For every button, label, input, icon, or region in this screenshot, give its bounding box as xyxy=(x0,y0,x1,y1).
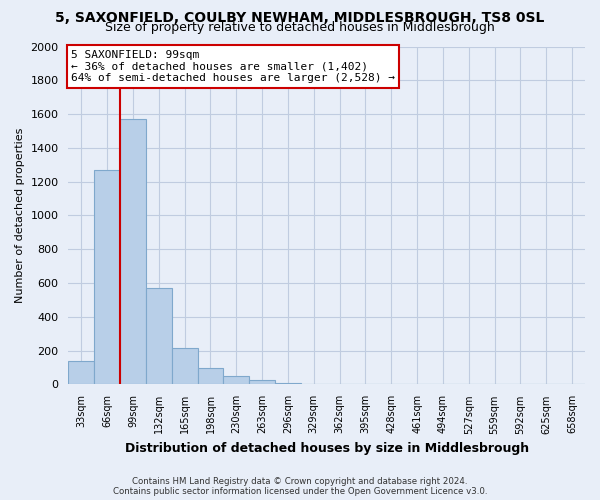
Bar xyxy=(94,170,120,384)
Bar xyxy=(223,376,249,384)
Text: Size of property relative to detached houses in Middlesbrough: Size of property relative to detached ho… xyxy=(105,22,495,35)
Bar xyxy=(197,368,223,384)
X-axis label: Distribution of detached houses by size in Middlesbrough: Distribution of detached houses by size … xyxy=(125,442,529,455)
Bar xyxy=(120,119,146,384)
Bar xyxy=(172,348,197,385)
Bar xyxy=(249,380,275,384)
Text: Contains HM Land Registry data © Crown copyright and database right 2024.
Contai: Contains HM Land Registry data © Crown c… xyxy=(113,476,487,496)
Bar xyxy=(146,288,172,384)
Y-axis label: Number of detached properties: Number of detached properties xyxy=(15,128,25,303)
Text: 5, SAXONFIELD, COULBY NEWHAM, MIDDLESBROUGH, TS8 0SL: 5, SAXONFIELD, COULBY NEWHAM, MIDDLESBRO… xyxy=(55,11,545,25)
Bar xyxy=(275,383,301,384)
Bar xyxy=(68,361,94,384)
Text: 5 SAXONFIELD: 99sqm
← 36% of detached houses are smaller (1,402)
64% of semi-det: 5 SAXONFIELD: 99sqm ← 36% of detached ho… xyxy=(71,50,395,83)
